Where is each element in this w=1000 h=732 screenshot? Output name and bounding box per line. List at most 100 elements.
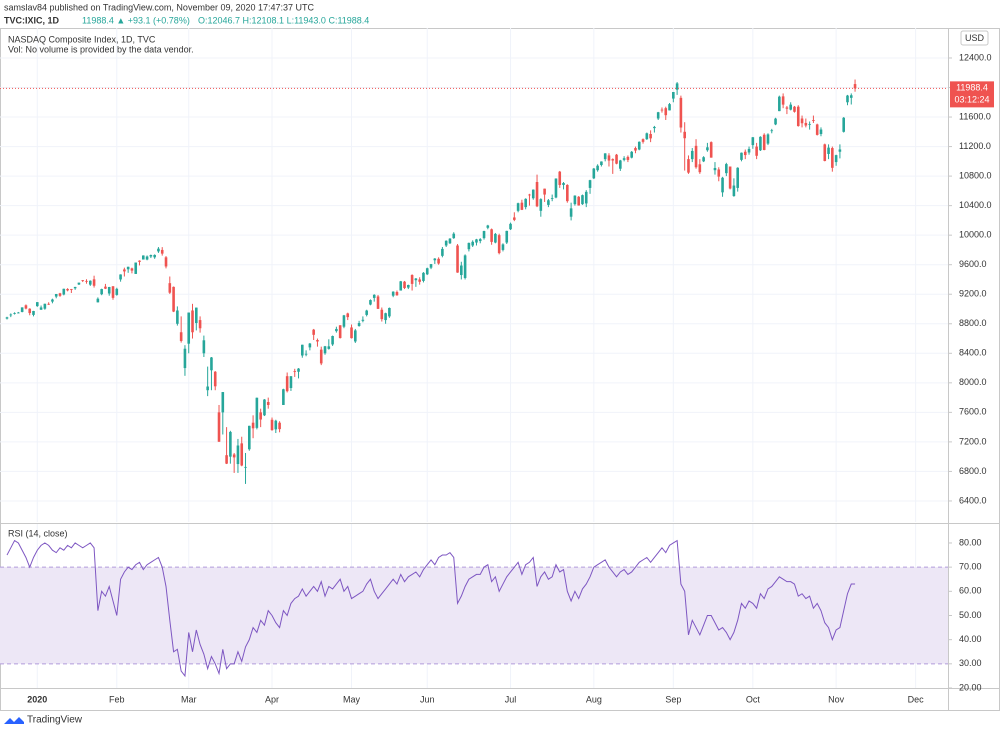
candle-body xyxy=(54,294,58,297)
candle-body xyxy=(43,303,47,309)
brand[interactable]: TradingView xyxy=(27,715,83,726)
candle-body xyxy=(62,288,66,295)
candle-body xyxy=(853,84,857,89)
y-tick-label: 10000.0 xyxy=(959,230,992,240)
candle-body xyxy=(266,402,270,405)
candle-body xyxy=(497,235,501,254)
candle-body xyxy=(709,142,713,158)
candle-body xyxy=(679,97,683,128)
candle-body xyxy=(516,203,520,211)
candle-body xyxy=(475,239,478,243)
candle-body xyxy=(191,310,194,333)
candle-body xyxy=(588,180,592,188)
candle-body xyxy=(28,308,32,314)
candle-body xyxy=(297,368,300,372)
rsi-line xyxy=(6,539,856,678)
volume-note: Vol: No volume is provided by the data v… xyxy=(8,44,194,54)
candle-body xyxy=(316,340,319,342)
candle-body xyxy=(819,129,823,135)
candle-body xyxy=(157,248,160,252)
candle-body xyxy=(179,332,183,341)
y-tick-label: 9600.0 xyxy=(959,259,987,269)
candle-body xyxy=(365,310,368,315)
candle-body xyxy=(834,155,838,163)
candle-body xyxy=(32,310,35,315)
candle-body xyxy=(20,307,24,312)
candle-body xyxy=(225,455,228,464)
candle-body xyxy=(675,83,679,90)
candle-body xyxy=(126,266,130,270)
candle-body xyxy=(562,183,565,185)
candle-body xyxy=(725,164,728,174)
candle-body xyxy=(58,293,62,296)
candle-body xyxy=(149,255,153,257)
currency-box[interactable] xyxy=(960,30,989,46)
candle-body xyxy=(607,155,611,161)
candle-body xyxy=(781,96,785,105)
candle-body xyxy=(645,133,649,140)
candle-body xyxy=(524,198,527,208)
candle-body xyxy=(513,217,516,220)
y-tick-label: 9200.0 xyxy=(959,289,987,299)
candle-body xyxy=(407,285,410,288)
candle-body xyxy=(592,168,596,179)
candle-body xyxy=(96,298,100,303)
candle-body xyxy=(319,349,323,364)
candle-body xyxy=(51,299,54,302)
candle-body xyxy=(210,357,213,371)
candle-body xyxy=(460,265,463,276)
candle-body xyxy=(668,104,671,111)
candle-body xyxy=(384,313,387,321)
candle-body xyxy=(168,283,172,293)
candle-body xyxy=(732,185,736,197)
candle-body xyxy=(372,294,376,298)
change: 11988.4 ▲ +93.1 (+0.78%) xyxy=(82,15,190,25)
candle-body xyxy=(849,95,853,98)
candle-body xyxy=(123,269,126,272)
candle-body xyxy=(687,159,690,173)
candle-body xyxy=(282,389,285,405)
candle-body xyxy=(740,152,743,160)
candle-body xyxy=(713,167,717,171)
candle-body xyxy=(176,310,179,324)
candle-body xyxy=(660,109,664,111)
candle-body xyxy=(213,371,217,387)
candle-body xyxy=(486,225,490,228)
candle-body xyxy=(581,195,584,205)
candle-body xyxy=(66,288,69,291)
candle-body xyxy=(596,165,599,171)
candle-body xyxy=(399,281,403,291)
candle-body xyxy=(490,229,493,242)
candle-body xyxy=(380,309,384,320)
candle-body xyxy=(619,160,622,169)
currency[interactable]: USD xyxy=(965,33,985,43)
y-tick-label: 6400.0 xyxy=(959,495,987,505)
candle-body xyxy=(584,191,588,204)
candle-body xyxy=(694,145,698,168)
candle-body xyxy=(350,327,353,339)
candle-body xyxy=(130,268,134,271)
candle-body xyxy=(611,159,615,161)
candle-body xyxy=(441,248,444,256)
x-tick-label: Apr xyxy=(265,694,279,704)
candle-body xyxy=(77,282,81,285)
candle-body xyxy=(331,336,334,345)
x-tick-label: Mar xyxy=(181,694,197,704)
candle-body xyxy=(274,420,278,430)
candle-body xyxy=(690,150,694,160)
candle-body xyxy=(600,161,603,166)
candle-body xyxy=(289,376,293,388)
candle-body xyxy=(467,242,471,250)
logo[interactable]: TradingView xyxy=(4,715,83,726)
candle-body xyxy=(183,348,187,369)
candle-body xyxy=(554,178,558,198)
candle-body xyxy=(831,148,834,168)
candle-body xyxy=(653,126,656,129)
logo-icon[interactable] xyxy=(4,717,24,724)
candle-body xyxy=(770,130,774,132)
candle-body xyxy=(429,264,433,268)
candle-body xyxy=(198,320,202,329)
candle-body xyxy=(615,154,618,164)
candle-body xyxy=(622,158,626,160)
candle-body xyxy=(793,106,796,112)
